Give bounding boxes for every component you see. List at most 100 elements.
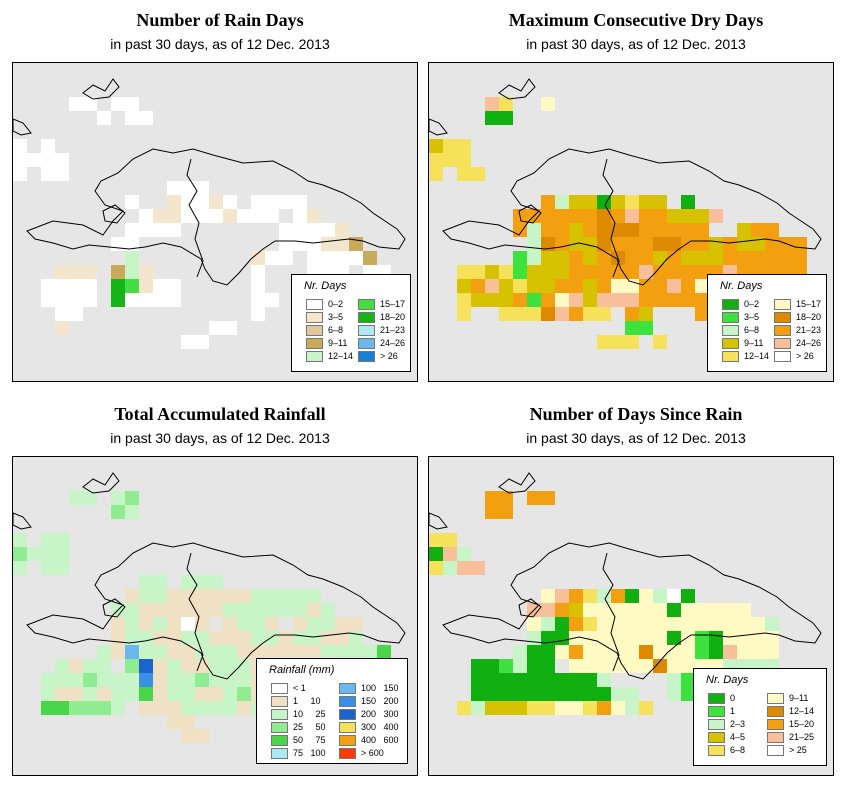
grid-cell [349, 645, 363, 659]
grid-cell [499, 701, 513, 715]
grid-cell [597, 195, 611, 209]
grid-cell [667, 687, 681, 701]
grid-cell [751, 645, 765, 659]
grid-cell [583, 617, 597, 631]
grid-cell [569, 617, 583, 631]
grid-cell [513, 673, 527, 687]
grid-cell [293, 603, 307, 617]
grid-cell [307, 603, 321, 617]
grid-cell [139, 603, 153, 617]
grid-cell [555, 673, 569, 687]
grid-cell [251, 265, 265, 279]
grid-cell [541, 687, 555, 701]
grid-cell [83, 293, 97, 307]
grid-cell [625, 265, 639, 279]
grid-cell [55, 167, 69, 181]
legend-swatch [722, 299, 739, 310]
grid-cell [485, 265, 499, 279]
grid-cell [639, 321, 653, 335]
grid-cell [597, 265, 611, 279]
grid-cell [321, 617, 335, 631]
grid-cell [709, 645, 723, 659]
legend-swatch [774, 299, 791, 310]
grid-cell [513, 223, 527, 237]
grid-cell [485, 491, 499, 505]
grid-cell [541, 701, 555, 715]
grid-cell [195, 589, 209, 603]
grid-cell [667, 617, 681, 631]
grid-cell [583, 293, 597, 307]
legend-swatch [358, 338, 375, 349]
grid-cell [125, 195, 139, 209]
grid-cell [265, 195, 279, 209]
grid-cell [695, 251, 709, 265]
legend-label: 18–20 [380, 312, 406, 322]
grid-cell [471, 293, 485, 307]
legend-label: > 600 [361, 748, 384, 758]
grid-cell [335, 645, 349, 659]
legend: Nr. Days 0–2 3–5 6–8 9–11 12–14 15–17 18–20 21–… [707, 274, 827, 372]
panel-title: Number of Days Since Rain [529, 404, 743, 424]
grid-cell [625, 223, 639, 237]
grid-cell [125, 687, 139, 701]
grid-cell [457, 701, 471, 715]
grid-cell [611, 335, 625, 349]
grid-cell [195, 209, 209, 223]
panel-total-rainfall: Total Accumulated Rainfall in past 30 da… [12, 394, 428, 784]
grid-cell [485, 97, 499, 111]
legend-label: 10 25 [293, 709, 326, 719]
legend-label: < 1 [293, 683, 306, 693]
grid-cell [41, 673, 55, 687]
grid-cell [125, 251, 139, 265]
legend-swatch [767, 693, 784, 704]
grid-cell [153, 603, 167, 617]
grid-cell [737, 631, 751, 645]
grid-cell [611, 195, 625, 209]
grid-cell [471, 167, 485, 181]
grid-cell [569, 307, 583, 321]
grid-cell [251, 195, 265, 209]
grid-cell [583, 687, 597, 701]
grid-cell [639, 659, 653, 673]
grid-cell [541, 617, 555, 631]
grid-cell [681, 617, 695, 631]
grid-cell [293, 645, 307, 659]
grid-cell [485, 659, 499, 673]
legend-swatch [306, 338, 323, 349]
grid-cell [625, 659, 639, 673]
grid-cell [527, 631, 541, 645]
grid-cell [13, 533, 27, 547]
grid-cell [69, 307, 83, 321]
coastline [442, 148, 822, 286]
legend: Nr. Days 0 1 2–3 4–5 6–8 9–11 12–14 15–20 21–25 >… [693, 668, 827, 766]
grid-cell [695, 209, 709, 223]
grid-cell [69, 659, 83, 673]
grid-cell [167, 223, 181, 237]
grid-cell [237, 673, 251, 687]
grid-cell [625, 251, 639, 265]
grid-cell [639, 237, 653, 251]
grid-cell [293, 223, 307, 237]
grid-cell [653, 617, 667, 631]
grid-cell [181, 589, 195, 603]
grid-cell [125, 505, 139, 519]
grid-cell [125, 111, 139, 125]
grid-cell [709, 617, 723, 631]
grid-cell [667, 265, 681, 279]
legend-label: 6–8 [744, 325, 760, 335]
grid-cell [279, 251, 293, 265]
grid-cell [443, 561, 457, 575]
grid-cell [167, 673, 181, 687]
grid-cell [321, 237, 335, 251]
grid-cell [307, 251, 321, 265]
grid-cell [195, 603, 209, 617]
grid-cell [681, 279, 695, 293]
legend-label: 9–11 [328, 338, 348, 348]
grid-cell [499, 97, 513, 111]
grid-cell [69, 265, 83, 279]
grid-cell [513, 251, 527, 265]
grid-cell [307, 223, 321, 237]
grid-cell [667, 209, 681, 223]
grid-cell [83, 279, 97, 293]
legend-swatch [767, 732, 784, 743]
